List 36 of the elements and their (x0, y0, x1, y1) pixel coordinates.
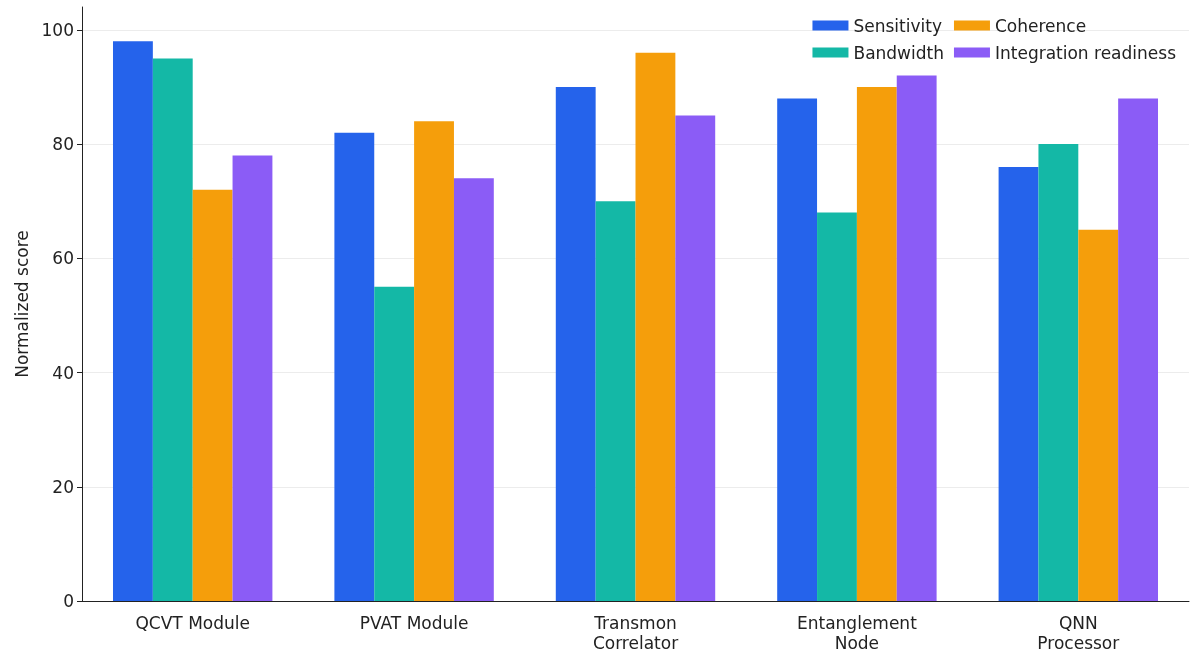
bar (1118, 98, 1158, 601)
bar (374, 286, 415, 601)
bar (1038, 144, 1079, 601)
y-tick-label: 20 (52, 476, 74, 497)
bar (1078, 229, 1119, 601)
bar (856, 86, 897, 601)
bar (595, 201, 636, 601)
bar (675, 115, 716, 601)
bar (113, 41, 153, 601)
bar (998, 166, 1039, 601)
legend-label: Sensitivity (853, 15, 942, 36)
x-tick-label: Transmon Correlator (592, 613, 679, 653)
y-tick-label: 40 (52, 362, 74, 383)
bar (635, 52, 676, 601)
bar (192, 189, 233, 601)
bar (334, 132, 375, 601)
y-tick-label: 100 (41, 19, 74, 40)
bar (555, 86, 596, 601)
bar (152, 58, 193, 601)
bar (896, 75, 937, 601)
y-axis-title: Normalized score (11, 230, 32, 378)
x-tick-label: PVAT Module (359, 613, 469, 633)
legend-label: Coherence (994, 15, 1087, 36)
x-tick-label: QNN Processor (1037, 613, 1120, 653)
legend-label: Bandwidth (853, 42, 944, 63)
bar (777, 98, 818, 601)
y-tick-label: 80 (52, 134, 74, 155)
bar (817, 212, 857, 601)
bar (414, 121, 454, 601)
bar (453, 178, 494, 601)
x-tick-label: QCVT Module (135, 613, 250, 633)
y-tick-label: 0 (63, 591, 74, 611)
y-tick-label: 60 (52, 248, 74, 269)
x-tick-label: Entanglement Node (796, 613, 918, 653)
legend-label: Integration readiness (994, 42, 1177, 63)
bar (232, 155, 273, 601)
